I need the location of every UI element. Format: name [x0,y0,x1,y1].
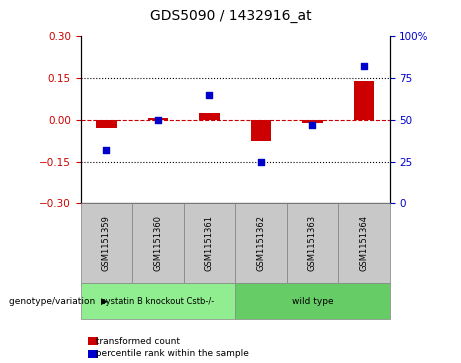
Text: wild type: wild type [291,297,333,306]
Bar [148,118,168,120]
Text: GSM1151364: GSM1151364 [359,215,368,271]
Point [257,159,265,164]
Bar [302,120,323,123]
Text: genotype/variation  ▶: genotype/variation ▶ [9,297,108,306]
Text: GSM1151362: GSM1151362 [256,215,266,271]
Text: GSM1151359: GSM1151359 [102,215,111,271]
Text: percentile rank within the sample: percentile rank within the sample [90,350,249,358]
Text: GSM1151363: GSM1151363 [308,215,317,271]
Text: cystatin B knockout Cstb-/-: cystatin B knockout Cstb-/- [101,297,214,306]
Bar [250,120,271,141]
Point [308,122,316,128]
Point [360,64,367,69]
Point [206,92,213,98]
Text: transformed count: transformed count [90,337,180,346]
Text: GDS5090 / 1432916_at: GDS5090 / 1432916_at [150,9,311,23]
Text: GSM1151360: GSM1151360 [154,215,162,271]
Point [154,117,161,123]
Bar [354,81,374,120]
Point [103,147,110,153]
Bar [96,120,117,128]
Bar [199,113,220,120]
Text: GSM1151361: GSM1151361 [205,215,214,271]
